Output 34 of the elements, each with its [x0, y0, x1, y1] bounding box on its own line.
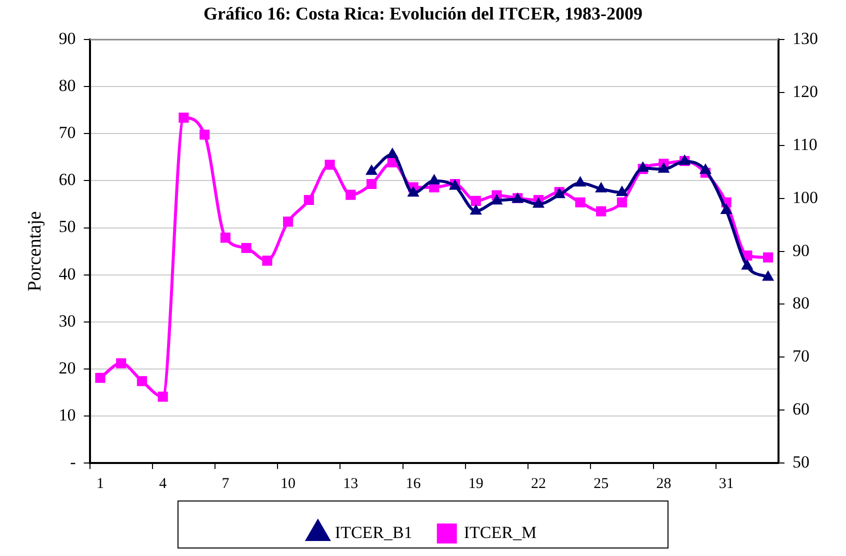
y2-tick-label: 70: [792, 346, 810, 366]
y-tick-label: 90: [58, 29, 76, 48]
chart-title: Gráfico 16: Costa Rica: Evolución del ITCER, 1983-2009: [204, 3, 642, 24]
x-tick-label: 25: [594, 476, 609, 492]
y-axis-title: Porcentaje: [24, 211, 46, 292]
y-tick-label: 60: [58, 170, 76, 190]
x-tick-label: 4: [159, 476, 168, 492]
y2-tick-label: 120: [792, 82, 818, 101]
x-tick-label: 19: [468, 476, 484, 492]
y-tick-label: 50: [58, 217, 76, 236]
y2-tick-label: 50: [792, 452, 810, 472]
y-tick-label: 40: [58, 264, 76, 284]
y2-tick-label: 100: [792, 188, 818, 207]
y-tick-label: 80: [58, 76, 76, 96]
legend-label: ITCER_M: [464, 522, 537, 542]
y-tick-label: 30: [58, 311, 76, 330]
x-tick-label: 16: [406, 476, 422, 492]
x-tick-label: 13: [343, 476, 358, 492]
x-tick-label: 10: [280, 476, 296, 492]
y2-tick-label: 60: [792, 400, 810, 419]
x-tick-label: 28: [656, 476, 672, 492]
y-tick-label: -: [70, 452, 76, 472]
x-tick-label: 22: [531, 476, 546, 492]
legend-label: ITCER_B1: [334, 522, 412, 542]
y2-tick-label: 130: [792, 29, 818, 48]
y-tick-label: 20: [58, 358, 76, 378]
y2-tick-label: 110: [792, 134, 818, 154]
y2-tick-label: 80: [792, 294, 810, 313]
y2-tick-label: 90: [792, 240, 810, 260]
y-tick-label: 70: [58, 123, 76, 142]
x-tick-label: 7: [222, 476, 230, 492]
x-tick-label: 1: [96, 476, 104, 492]
x-tick-label: 31: [718, 476, 734, 492]
y-tick-label: 10: [58, 405, 76, 424]
